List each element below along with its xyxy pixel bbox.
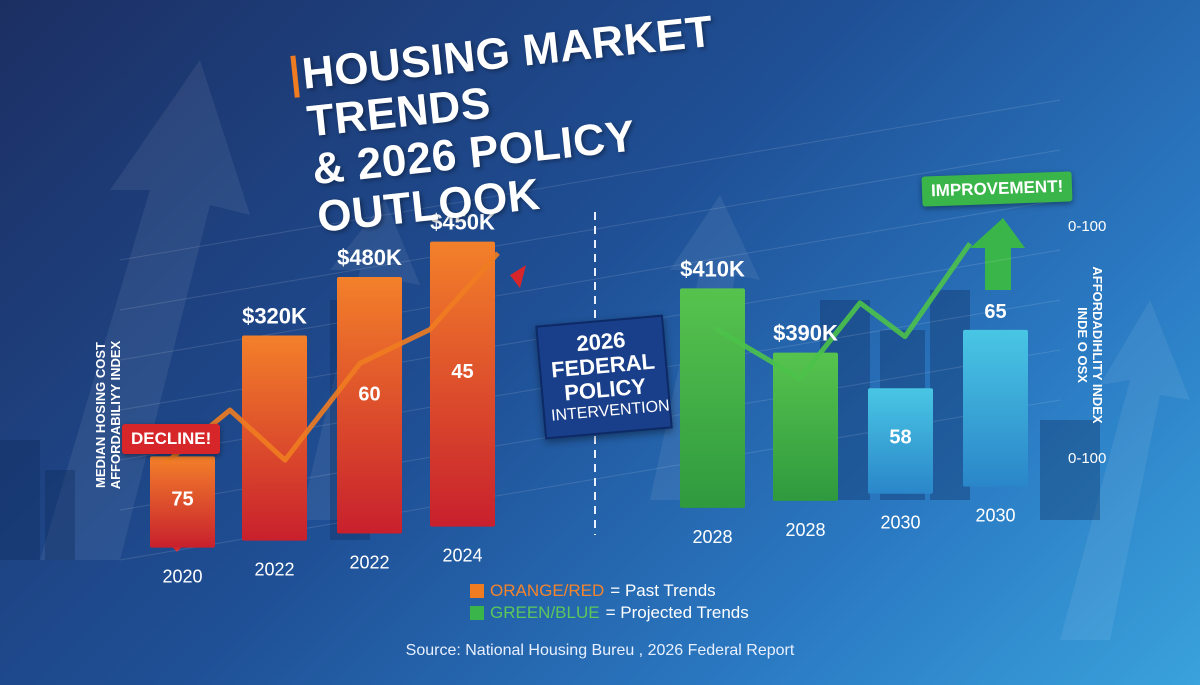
left-axis-title: MEDIAN HOSING COST AFFORDABILIYY INDEX	[93, 285, 123, 545]
legend-item-past: ORANGE/RED = Past Trends	[470, 580, 749, 602]
legend-text-projected: = Projected Trends	[605, 603, 749, 622]
legend-swatch-past	[470, 584, 484, 598]
bar	[868, 388, 933, 494]
projected-trend-line	[713, 241, 973, 382]
index-label: 58	[889, 427, 911, 449]
cost-label: $410K	[680, 256, 745, 281]
category-label: 2030	[880, 513, 920, 533]
bar	[150, 456, 215, 548]
category-label: 2030	[975, 506, 1015, 526]
cost-label: $320K	[242, 303, 307, 328]
improvement-arrow	[970, 218, 1025, 290]
index-label: 75	[171, 488, 193, 510]
data-labels: 75 $320K $480K 60 $450K 45 $410K $390K 58 65	[171, 210, 1006, 511]
right-axis-line-1: AFFORDADIHLITY INDEX	[1090, 266, 1105, 424]
right-tick-bottom: 0-100	[1068, 450, 1107, 467]
bar	[430, 241, 495, 527]
past-trend-line	[163, 251, 500, 466]
bars-group	[150, 241, 1028, 548]
category-labels: 2020 2022 2022 2024 2028 2028 2030 2030	[162, 506, 1015, 587]
bar	[773, 352, 838, 501]
policy-intervention-box: 2026 FEDERAL POLICY INTERVENTION	[535, 314, 673, 440]
legend-key-past: ORANGE/RED	[490, 581, 605, 600]
improvement-badge: IMPROVEMENT!	[921, 171, 1073, 207]
index-label: 60	[358, 383, 380, 405]
legend-key-projected: GREEN/BLUE	[490, 603, 600, 622]
bar	[337, 277, 402, 534]
index-label: 45	[451, 361, 473, 383]
past-trend-arrowhead	[510, 265, 526, 289]
legend-item-projected: GREEN/BLUE = Projected Trends	[470, 602, 749, 624]
category-label: 2020	[162, 567, 202, 587]
cost-label: $480K	[337, 245, 402, 270]
grid-line	[119, 199, 1061, 361]
category-label: 2024	[442, 546, 482, 566]
category-label: 2022	[254, 560, 294, 580]
source-note: Source: National Housing Bureu , 2026 Fe…	[405, 642, 795, 659]
bar	[963, 329, 1028, 487]
legend: ORANGE/RED = Past Trends GREEN/BLUE = Pr…	[470, 580, 749, 624]
bar	[680, 288, 745, 508]
bar	[242, 335, 307, 541]
legend-text-past: = Past Trends	[610, 581, 716, 600]
left-axis-line-2: AFFORDABILIYY INDEX	[108, 340, 123, 490]
trend-lines	[163, 241, 973, 466]
grid-line	[119, 99, 1061, 261]
category-label: 2028	[785, 520, 825, 540]
category-label: 2028	[692, 527, 732, 547]
legend-swatch-projected	[470, 606, 484, 620]
cost-label: $450K	[430, 210, 495, 235]
left-axis-line-1: MEDIAN HOSING COST	[93, 342, 108, 488]
index-label: 65	[984, 301, 1006, 323]
right-axis-line-2: INDE O OSX	[1075, 307, 1090, 383]
right-axis-title: AFFORDADIHLITY INDEX INDE O OSX	[1075, 215, 1105, 475]
right-tick-top: 0-100	[1068, 218, 1107, 235]
grid-line	[119, 149, 1061, 311]
decline-badge: DECLINE!	[122, 424, 221, 454]
cost-label: $390K	[773, 321, 838, 346]
category-label: 2022	[349, 553, 389, 573]
